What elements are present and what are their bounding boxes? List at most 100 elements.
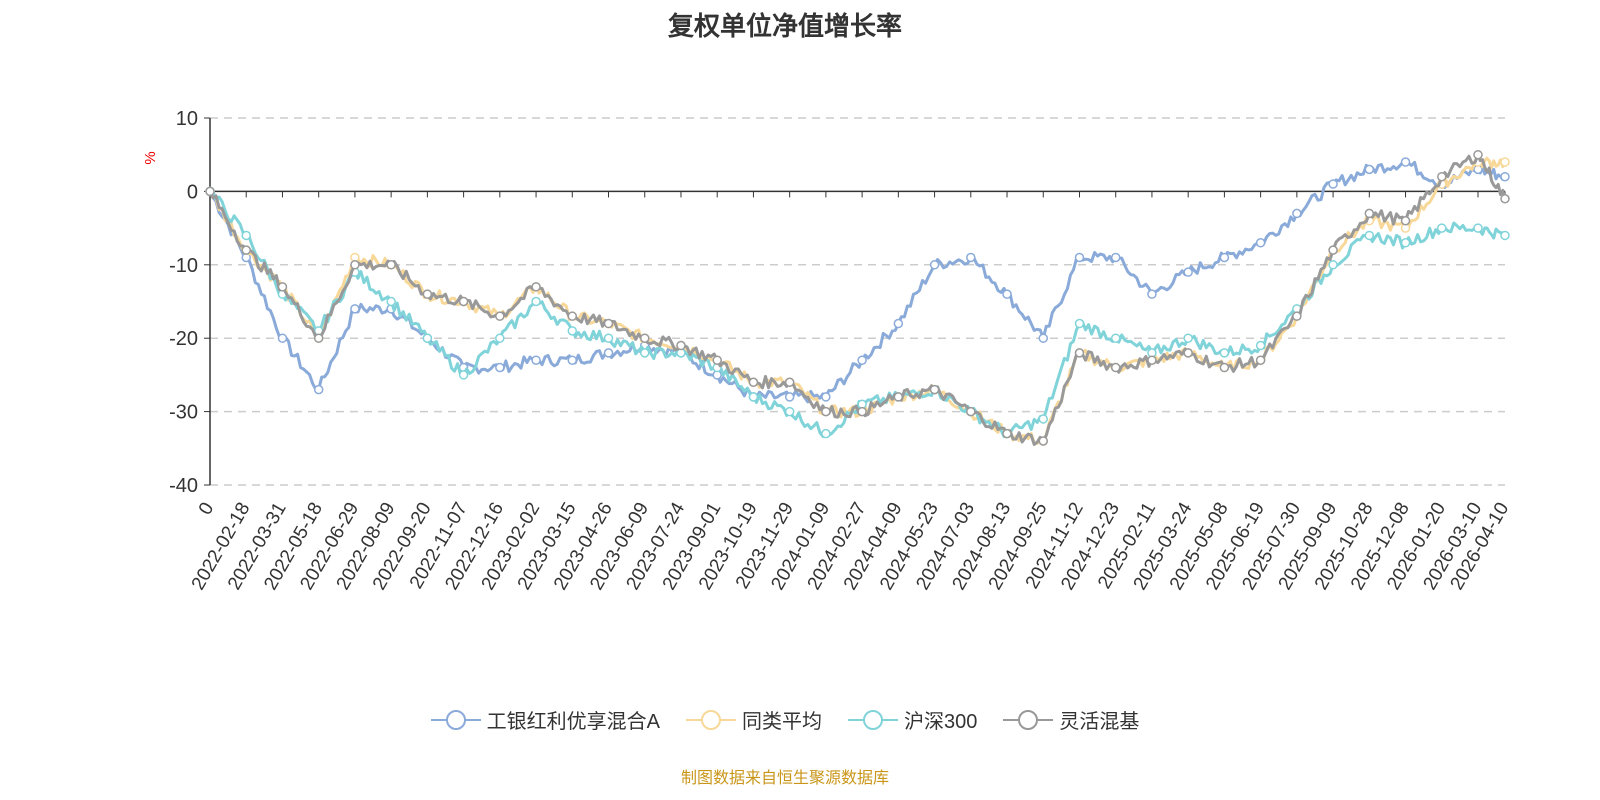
data-point: [1147, 289, 1157, 299]
data-point: [1002, 428, 1012, 439]
data-point: [350, 304, 360, 314]
data-point: [386, 296, 396, 307]
data-point: [1364, 230, 1375, 241]
data-point: [1400, 157, 1411, 167]
data-point: [422, 289, 433, 299]
legend-label: 沪深300: [903, 711, 978, 733]
data-point: [458, 296, 469, 307]
data-point: [966, 406, 976, 417]
legend-label: 工银红利优享混合A: [486, 711, 660, 733]
legend-item[interactable]: 灵活混基: [1003, 705, 1139, 734]
data-point: [712, 355, 722, 365]
data-point: [1292, 208, 1302, 219]
data-point: [205, 186, 215, 197]
line-chart: 100-10-20-30-40%02022-02-182022-03-31202…: [142, 108, 1513, 594]
legend: 工银红利优享混合A 同类平均 沪深300 灵活混基: [0, 705, 1570, 734]
data-point: [422, 333, 433, 343]
data-point: [966, 252, 976, 263]
data-point: [857, 406, 867, 417]
data-point: [1328, 179, 1338, 189]
data-point: [1219, 252, 1230, 263]
data-point: [748, 392, 759, 402]
data-point: [893, 392, 904, 402]
data-point: [1500, 193, 1510, 204]
data-point: [277, 333, 288, 343]
data-point: [1110, 252, 1121, 263]
data-point: [1183, 348, 1193, 358]
data-point: [784, 406, 795, 417]
data-point: [241, 245, 251, 255]
y-tick-label: -40: [169, 475, 198, 497]
data-point: [386, 260, 396, 270]
data-point: [531, 355, 541, 365]
chart-title: 复权单位净值增长率: [667, 11, 902, 41]
data-point: [1110, 333, 1121, 343]
series-line-0: [208, 160, 1507, 404]
data-point: [1437, 223, 1447, 233]
data-point: [639, 333, 650, 343]
data-point: [821, 428, 831, 439]
y-tick-label: 10: [176, 108, 198, 130]
legend-label: 灵活混基: [1059, 711, 1140, 733]
data-point: [567, 326, 578, 336]
series-line-2: [209, 189, 1507, 438]
data-point: [1183, 267, 1193, 277]
data-point: [495, 362, 505, 373]
data-point: [1255, 355, 1266, 365]
data-point: [1364, 164, 1375, 175]
data-point: [821, 392, 831, 402]
data-point: [929, 260, 940, 270]
legend-line-circle-icon: [685, 709, 736, 730]
data-point: [1364, 208, 1375, 219]
data-point: [1473, 223, 1483, 233]
data-point: [1074, 252, 1085, 263]
source-footer: 制图数据来自恒生聚源数据库: [680, 770, 889, 787]
data-point: [1400, 216, 1411, 226]
legend-line-circle-icon: [1003, 709, 1054, 730]
data-point: [1183, 333, 1193, 343]
data-point: [893, 318, 904, 329]
y-axis-label: %: [142, 151, 159, 164]
data-point: [1255, 238, 1266, 248]
data-point: [1038, 333, 1049, 343]
data-point: [277, 282, 288, 292]
legend-item[interactable]: 同类平均: [685, 705, 822, 734]
data-point: [784, 377, 795, 387]
data-point: [1500, 171, 1510, 182]
legend-item[interactable]: 沪深300: [847, 705, 978, 734]
legend-label: 同类平均: [741, 711, 822, 733]
y-tick-label: -10: [169, 255, 198, 277]
data-point: [1328, 245, 1338, 255]
data-point: [821, 406, 831, 417]
data-point: [1400, 238, 1411, 248]
data-point: [350, 260, 360, 270]
x-tick-label: 0: [195, 499, 218, 519]
data-point: [241, 230, 251, 241]
y-tick-label: -20: [169, 328, 198, 350]
data-point: [639, 348, 650, 358]
data-point: [748, 377, 759, 387]
data-point: [676, 340, 686, 351]
data-point: [531, 282, 541, 292]
data-point: [495, 333, 505, 343]
data-point: [567, 355, 578, 365]
data-point: [857, 355, 867, 365]
data-point: [1038, 414, 1049, 424]
data-point: [313, 384, 324, 395]
y-tick-label: 0: [187, 181, 198, 203]
data-point: [567, 311, 578, 321]
data-point: [531, 296, 541, 307]
data-point: [603, 318, 614, 329]
data-point: [603, 333, 614, 343]
data-point: [313, 333, 324, 343]
data-point: [1473, 149, 1483, 160]
data-point: [1219, 362, 1230, 373]
data-point: [1002, 289, 1012, 299]
data-point: [1255, 340, 1266, 351]
data-point: [929, 384, 940, 395]
data-point: [603, 348, 614, 358]
legend-item[interactable]: 工银红利优享混合A: [430, 705, 660, 734]
data-point: [1328, 260, 1338, 270]
data-point: [458, 370, 469, 380]
legend-line-circle-icon: [847, 709, 898, 730]
